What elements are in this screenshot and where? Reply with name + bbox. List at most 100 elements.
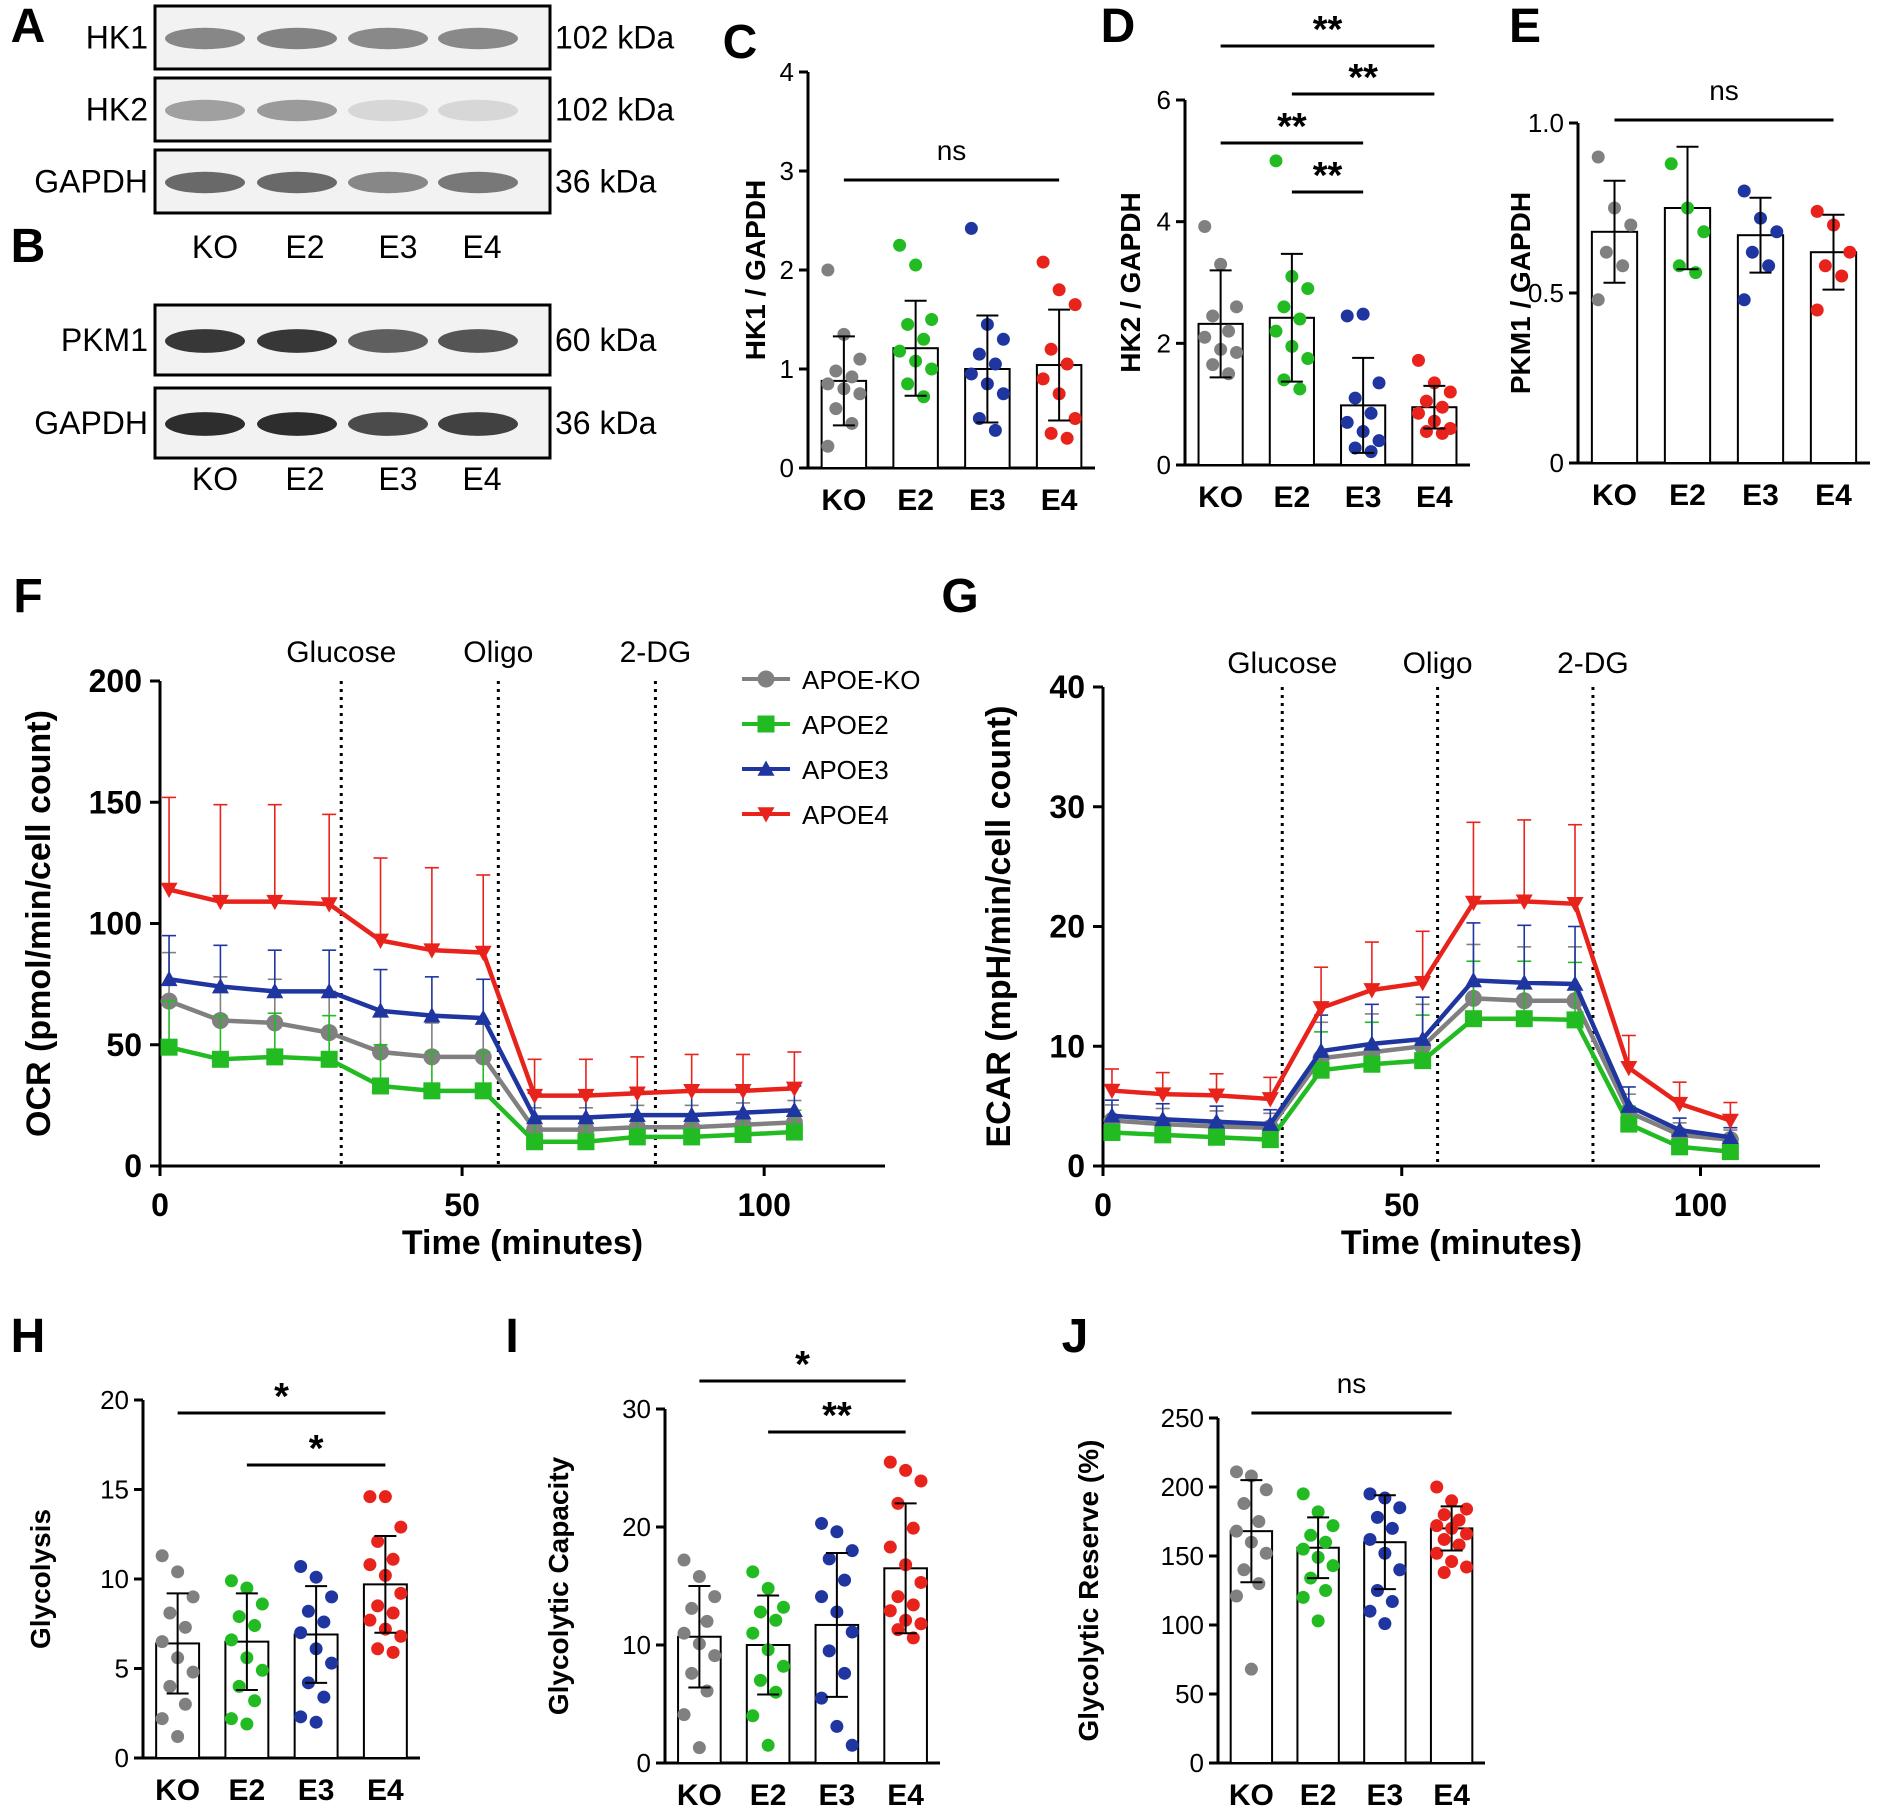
x-tick-label: E4 bbox=[887, 1779, 924, 1809]
y-axis-label: ECAR (mpH/min/cell count) bbox=[980, 705, 1018, 1147]
data-point-ko bbox=[178, 1620, 192, 1634]
data-point-e4 bbox=[1068, 412, 1082, 425]
x-tick-label: E4 bbox=[1416, 481, 1453, 514]
data-point-e4 bbox=[1430, 1480, 1444, 1494]
data-point-e2 bbox=[1319, 1584, 1333, 1597]
data-point-e2 bbox=[925, 362, 939, 376]
x-tick-label: E2 bbox=[1274, 481, 1311, 514]
series-marker bbox=[1312, 1001, 1330, 1017]
data-point-e2 bbox=[255, 1663, 269, 1677]
data-point-ko bbox=[1259, 1483, 1273, 1497]
data-point-e4 bbox=[1810, 303, 1824, 317]
data-point-ko bbox=[1230, 345, 1244, 359]
series-marker bbox=[372, 1077, 390, 1095]
chart-c: 0 1 2 3 4 HK1 / GAPDH KO E2 E3 E4 ns bbox=[740, 57, 1095, 517]
data-point-e3 bbox=[845, 1625, 859, 1639]
series-marker bbox=[1363, 983, 1381, 999]
data-point-e3 bbox=[1340, 415, 1354, 429]
data-point-e2 bbox=[901, 317, 915, 331]
series-marker bbox=[526, 1133, 544, 1151]
blot-a-protein-label: HK1 bbox=[86, 20, 148, 56]
data-point-e4 bbox=[363, 1490, 377, 1504]
y-tick-label: 250 bbox=[1161, 1403, 1204, 1433]
data-point-e3 bbox=[1370, 1584, 1384, 1597]
charts: 0 1 2 3 4 HK1 / GAPDH KO E2 E3 E4 ns 0 2 4 6 HK2 / GAPD… bbox=[20, 9, 1870, 1809]
series-marker bbox=[160, 882, 178, 899]
data-point-e2 bbox=[746, 1565, 760, 1579]
injection-label: Oligo bbox=[1403, 647, 1473, 680]
series-marker bbox=[577, 1088, 595, 1105]
series-marker bbox=[1721, 1113, 1739, 1129]
legend-marker bbox=[757, 715, 775, 733]
data-point-e2 bbox=[1293, 312, 1307, 326]
y-tick-label: 0 bbox=[780, 453, 794, 483]
data-point-e4 bbox=[1460, 1560, 1474, 1574]
y-tick-label: 50 bbox=[106, 1027, 142, 1063]
bar-ko bbox=[1590, 230, 1639, 464]
y-tick-label: 2 bbox=[1157, 328, 1171, 358]
data-point-ko bbox=[708, 1590, 722, 1604]
x-axis-label: Time (minutes) bbox=[402, 1224, 643, 1262]
blot-band bbox=[438, 99, 518, 122]
panel-letter-j: J bbox=[1062, 1310, 1089, 1363]
data-point-e2 bbox=[224, 1712, 238, 1726]
series-marker bbox=[628, 1086, 646, 1102]
data-point-e3 bbox=[972, 347, 986, 361]
series-marker bbox=[1414, 1052, 1432, 1070]
series-marker bbox=[1261, 1092, 1279, 1108]
y-tick-label: 150 bbox=[1161, 1541, 1204, 1571]
data-point-ko bbox=[692, 1741, 706, 1755]
data-point-e3 bbox=[309, 1715, 323, 1729]
data-point-e4 bbox=[891, 1590, 905, 1604]
blot-band bbox=[165, 99, 245, 122]
series-apoe-ko bbox=[1103, 943, 1739, 1149]
data-point-e3 bbox=[1348, 391, 1362, 405]
series-marker bbox=[474, 945, 492, 962]
blot-b-protein-label: GAPDH bbox=[34, 405, 148, 441]
data-point-e4 bbox=[883, 1540, 897, 1554]
series-marker bbox=[1208, 1113, 1226, 1129]
data-point-e3 bbox=[830, 1719, 844, 1733]
data-point-e3 bbox=[838, 1573, 852, 1587]
y-tick-label: 150 bbox=[89, 784, 142, 820]
data-point-e4 bbox=[899, 1463, 913, 1477]
data-point-e4 bbox=[1068, 298, 1082, 312]
significance-label: ** bbox=[822, 1395, 852, 1437]
x-tick-label: E3 bbox=[819, 1779, 856, 1809]
data-point-e3 bbox=[1385, 1521, 1399, 1535]
data-point-e4 bbox=[883, 1455, 897, 1469]
x-tick-label: 0 bbox=[151, 1187, 169, 1223]
data-point-e3 bbox=[1745, 245, 1759, 259]
panel-letter-a: A bbox=[11, 0, 46, 53]
series-marker bbox=[1363, 1055, 1381, 1073]
series-marker bbox=[734, 1104, 752, 1120]
series-apoe3 bbox=[160, 934, 803, 1125]
series-marker bbox=[1515, 974, 1533, 990]
data-point-e4 bbox=[1437, 1532, 1451, 1546]
data-point-e2 bbox=[893, 344, 907, 358]
data-point-e4 bbox=[1452, 1513, 1466, 1527]
y-tick-label: 2 bbox=[780, 255, 794, 285]
x-tick-label: E3 bbox=[1742, 479, 1779, 512]
data-point-ko bbox=[155, 1635, 169, 1649]
y-axis-label: HK1 / GAPDH bbox=[740, 180, 771, 360]
series-marker bbox=[1363, 1035, 1381, 1051]
data-point-e2 bbox=[1296, 1590, 1310, 1604]
data-point-e3 bbox=[996, 332, 1010, 346]
series-marker bbox=[1103, 1123, 1121, 1141]
data-point-ko bbox=[692, 1570, 706, 1584]
blot-band bbox=[438, 412, 518, 436]
data-point-e4 bbox=[914, 1575, 928, 1589]
data-point-ko bbox=[1244, 1662, 1258, 1676]
data-point-e4 bbox=[1052, 283, 1066, 297]
y-axis-label: Glycolytic Reserve (%) bbox=[1073, 1440, 1104, 1742]
y-tick-label: 0 bbox=[124, 1148, 142, 1184]
data-point-ko bbox=[1230, 300, 1244, 314]
data-point-e4 bbox=[1810, 204, 1824, 218]
blot-band bbox=[348, 171, 428, 194]
series-marker bbox=[266, 1048, 284, 1066]
y-axis-label: OCR (pmol/min/cell count) bbox=[20, 710, 58, 1137]
blot-a-protein-label: GAPDH bbox=[34, 164, 148, 200]
y-tick-label: 6 bbox=[1157, 85, 1171, 115]
